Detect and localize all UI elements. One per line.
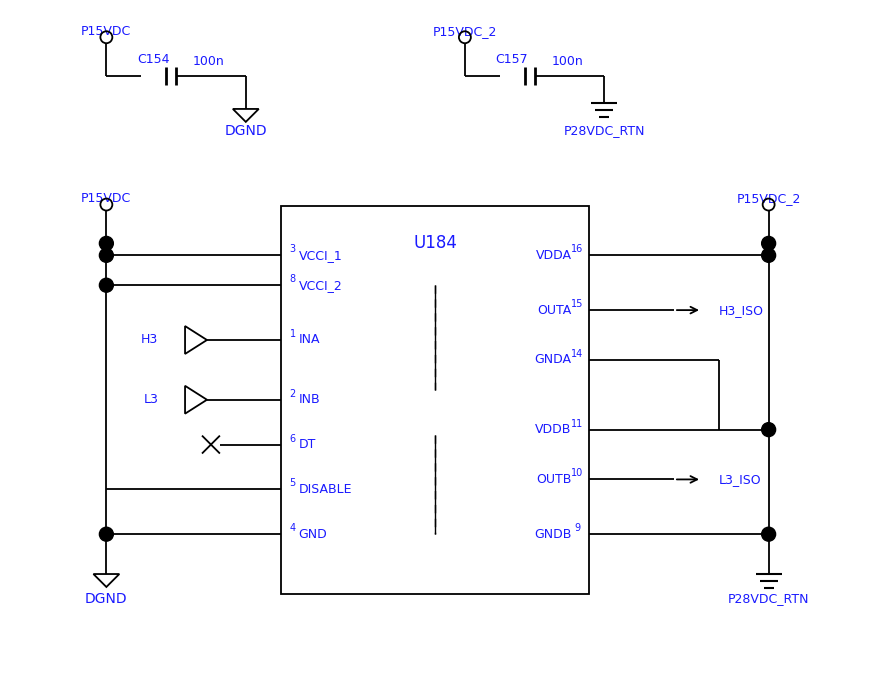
- Text: INA: INA: [299, 333, 320, 347]
- Circle shape: [99, 527, 113, 541]
- Text: 15: 15: [571, 299, 583, 309]
- Text: OUTB: OUTB: [536, 473, 571, 486]
- Text: VDDB: VDDB: [535, 423, 571, 436]
- Text: VCCI_1: VCCI_1: [299, 249, 343, 262]
- Text: 3: 3: [290, 244, 296, 254]
- Text: C157: C157: [496, 53, 528, 66]
- Text: 5: 5: [289, 479, 296, 488]
- Text: INB: INB: [299, 393, 321, 406]
- Text: 11: 11: [571, 418, 583, 429]
- Text: P28VDC_RTN: P28VDC_RTN: [563, 124, 645, 137]
- Text: 1: 1: [290, 329, 296, 339]
- Bar: [280, 206, 590, 594]
- Text: P15VDC: P15VDC: [81, 192, 131, 205]
- Text: 6: 6: [290, 433, 296, 443]
- Text: 100n: 100n: [552, 55, 583, 68]
- Text: DISABLE: DISABLE: [299, 483, 352, 496]
- Text: L3: L3: [144, 393, 159, 406]
- Text: 4: 4: [290, 523, 296, 533]
- Circle shape: [99, 248, 113, 262]
- Text: 2: 2: [289, 389, 296, 399]
- Text: 10: 10: [571, 468, 583, 479]
- Text: 16: 16: [571, 244, 583, 254]
- Circle shape: [761, 237, 775, 250]
- Text: P15VDC_2: P15VDC_2: [737, 192, 801, 205]
- Text: GNDA: GNDA: [534, 354, 571, 366]
- Text: VCCI_2: VCCI_2: [299, 279, 343, 292]
- Circle shape: [99, 279, 113, 292]
- Text: L3_ISO: L3_ISO: [719, 473, 761, 486]
- Text: GNDB: GNDB: [534, 528, 571, 541]
- Circle shape: [761, 527, 775, 541]
- Text: P15VDC_2: P15VDC_2: [433, 25, 497, 38]
- Text: H3: H3: [141, 333, 159, 347]
- Circle shape: [761, 248, 775, 262]
- Circle shape: [761, 422, 775, 437]
- Text: GND: GND: [299, 528, 328, 541]
- Text: 9: 9: [575, 523, 581, 533]
- Text: P28VDC_RTN: P28VDC_RTN: [728, 592, 809, 606]
- Text: 8: 8: [290, 274, 296, 284]
- Text: DGND: DGND: [224, 124, 267, 138]
- Text: C154: C154: [137, 53, 169, 66]
- Text: VDDA: VDDA: [535, 249, 571, 262]
- Text: 14: 14: [571, 349, 583, 359]
- Text: DT: DT: [299, 438, 316, 451]
- Text: OUTA: OUTA: [537, 304, 571, 316]
- Text: 100n: 100n: [193, 55, 225, 68]
- Text: P15VDC: P15VDC: [81, 25, 131, 38]
- Circle shape: [99, 237, 113, 250]
- Text: H3_ISO: H3_ISO: [719, 304, 764, 316]
- Text: U184: U184: [413, 235, 457, 252]
- Text: DGND: DGND: [85, 592, 128, 606]
